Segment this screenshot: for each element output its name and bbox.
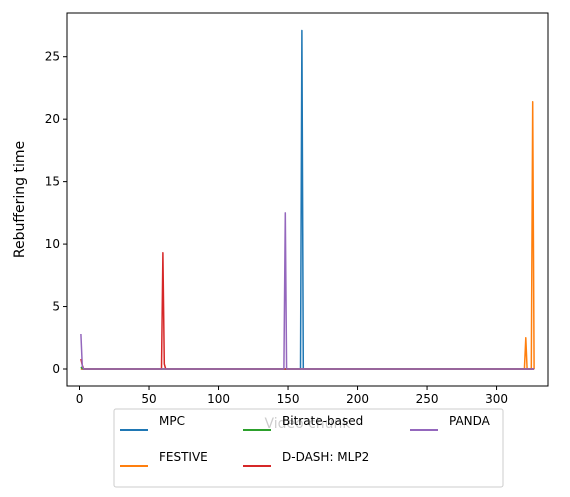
y-tick-label: 25 (45, 50, 60, 64)
x-tick-label: 0 (76, 392, 84, 406)
y-tick-label: 10 (45, 237, 60, 251)
x-tick-label: 250 (416, 392, 439, 406)
y-tick-label: 5 (52, 300, 60, 314)
plot-frame (66, 12, 549, 387)
legend-label: MPC (159, 414, 185, 428)
y-tick-label: 15 (45, 175, 60, 189)
legend-box (113, 408, 504, 488)
legend-label: FESTIVE (159, 450, 208, 464)
series-line-4 (80, 212, 535, 370)
y-axis-label: Rebuffering time (12, 141, 28, 258)
legend-label: PANDA (449, 414, 491, 428)
x-tick-label: 200 (346, 392, 369, 406)
y-tick-label: 20 (45, 112, 60, 126)
y-tick-label: 0 (52, 362, 60, 376)
series-line-1 (80, 100, 535, 370)
x-tick-label: 300 (485, 392, 508, 406)
legend-label: Bitrate-based (282, 414, 363, 428)
series-line-3 (80, 252, 535, 370)
y-axis-ticks: 0 5 10 15 20 25 (45, 50, 67, 376)
plot-lines (80, 29, 535, 370)
x-tick-label: 100 (207, 392, 230, 406)
x-tick-label: 50 (141, 392, 156, 406)
x-axis-ticks: 0 50 100 150 200 250 300 (76, 386, 508, 406)
legend: MPC FESTIVE Bitrate-based D-DASH: MLP2 PANDA (113, 408, 504, 488)
x-tick-label: 150 (277, 392, 300, 406)
series-line-0 (80, 29, 535, 370)
legend-label: D-DASH: MLP2 (282, 450, 369, 464)
